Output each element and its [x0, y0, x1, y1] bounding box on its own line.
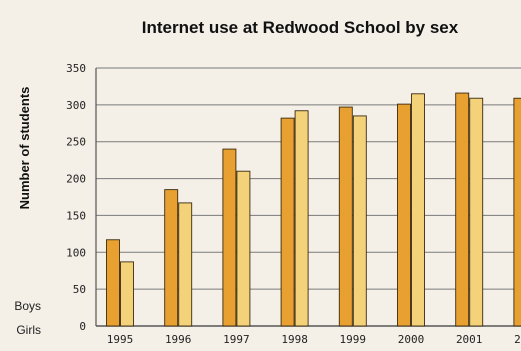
bar-girls-1996	[178, 202, 193, 327]
legend: Boys Girls	[14, 299, 41, 337]
y-tick-label: 200	[66, 173, 86, 186]
x-tick-label: 2000	[398, 333, 425, 346]
y-axis-ticks: 0 50 100 150 200 250 300 350	[66, 62, 86, 333]
x-tick-label: 1999	[340, 333, 367, 346]
bar-boys-2000	[397, 103, 411, 327]
y-tick-label: 0	[79, 320, 86, 333]
y-tick-label: 250	[66, 136, 86, 149]
bar-boys-2001	[455, 92, 470, 327]
legend-label-girls: Girls	[16, 323, 41, 337]
y-tick-label: 100	[66, 246, 86, 259]
bar-boys-1998	[280, 117, 295, 327]
bar-girls-2000	[411, 93, 425, 327]
x-tick-label: 2001	[456, 333, 483, 346]
y-tick-label: 150	[66, 209, 86, 222]
bar-girls-2001	[469, 97, 484, 327]
bar-boys-1997	[222, 148, 237, 327]
bar-boys-1995	[106, 239, 120, 327]
chart-title: Internet use at Redwood School by sex	[142, 18, 459, 37]
x-tick-label: 1996	[165, 333, 192, 346]
bars	[106, 92, 521, 327]
y-tick-label: 300	[66, 99, 86, 112]
x-tick-label: 1997	[223, 333, 250, 346]
bar-girls-1999	[352, 115, 367, 327]
bar-boys-1996	[164, 189, 179, 327]
bar-girls-1998	[294, 110, 309, 327]
y-tick-label: 350	[66, 62, 86, 75]
y-axis-label: Number of students	[17, 87, 32, 210]
bar-girls-1997	[236, 170, 251, 327]
x-tick-label: 1995	[107, 333, 134, 346]
bar-girls-1995	[120, 261, 134, 327]
legend-label-boys: Boys	[14, 299, 41, 313]
x-tick-label: 1998	[281, 333, 308, 346]
y-tick-label: 50	[73, 283, 86, 296]
bar-boys-2002	[513, 97, 521, 327]
bar-boys-1999	[338, 106, 353, 327]
